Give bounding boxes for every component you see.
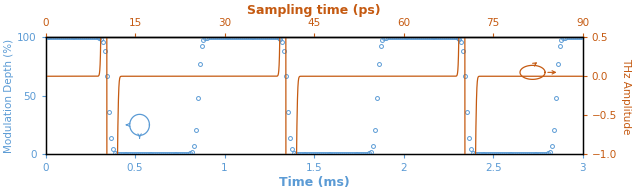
X-axis label: Time (ms): Time (ms) — [279, 176, 349, 189]
X-axis label: Sampling time (ps): Sampling time (ps) — [247, 4, 381, 17]
Y-axis label: Modulation Depth (%): Modulation Depth (%) — [4, 39, 14, 153]
Y-axis label: THz Amplitude: THz Amplitude — [621, 58, 631, 134]
